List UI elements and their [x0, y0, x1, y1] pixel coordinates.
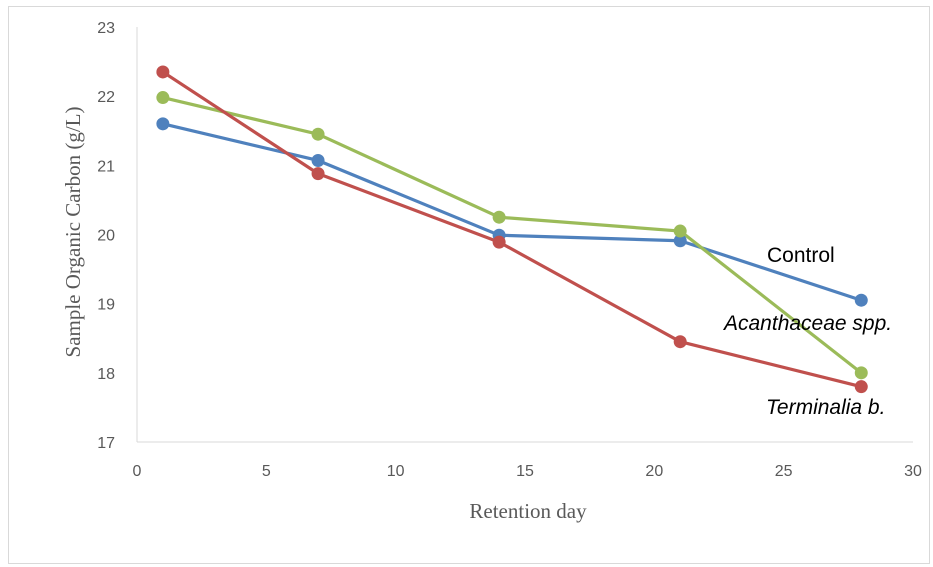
x-tick-label: 10: [387, 463, 405, 480]
series-lines: [161, 70, 863, 389]
x-tick-label: 20: [645, 463, 663, 480]
data-point-terminalia-b: [854, 380, 868, 394]
x-tick-label: 0: [133, 463, 142, 480]
series-label-acanthaceae-spp: Acanthaceae spp.: [722, 312, 892, 335]
data-point-control: [854, 293, 868, 307]
series-label-terminalia-b: Terminalia b.: [766, 396, 885, 419]
series-label-control: Control: [767, 244, 835, 267]
data-point-terminalia-b: [156, 65, 170, 79]
data-point-control: [311, 153, 325, 167]
y-axis-title: Sample Organic Carbon (g/L): [61, 107, 85, 358]
data-point-acanthaceae-spp: [673, 224, 687, 238]
data-point-control: [673, 234, 687, 248]
data-point-control: [156, 117, 170, 131]
y-tick-label: 19: [97, 297, 115, 314]
data-point-acanthaceae-spp: [156, 91, 170, 105]
x-tick-label: 15: [516, 463, 534, 480]
y-tick-label: 21: [97, 158, 115, 175]
series-labels: Control Acanthaceae spp. Terminalia b.: [722, 244, 892, 419]
x-tick-label: 25: [775, 463, 793, 480]
data-point-terminalia-b: [311, 167, 325, 181]
y-tick-label: 22: [97, 89, 115, 106]
axes: 17 18 19 20 21 22 23 0 5 10 15 20 25 30: [97, 20, 922, 480]
data-point-terminalia-b: [673, 335, 687, 349]
data-point-acanthaceae-spp: [854, 366, 868, 380]
x-axis-title: Retention day: [469, 499, 587, 523]
y-tick-label: 18: [97, 366, 115, 383]
series-points: [156, 65, 868, 394]
data-point-acanthaceae-spp: [492, 210, 506, 224]
data-point-acanthaceae-spp: [311, 127, 325, 141]
series-line-control: [161, 122, 863, 302]
series-line-terminalia-b: [161, 70, 863, 389]
y-tick-label: 17: [97, 435, 115, 452]
x-tick-label: 5: [262, 463, 271, 480]
y-tick-label: 23: [97, 20, 115, 37]
x-tick-label: 30: [904, 463, 922, 480]
y-tick-label: 20: [97, 228, 115, 245]
data-point-terminalia-b: [492, 235, 506, 249]
